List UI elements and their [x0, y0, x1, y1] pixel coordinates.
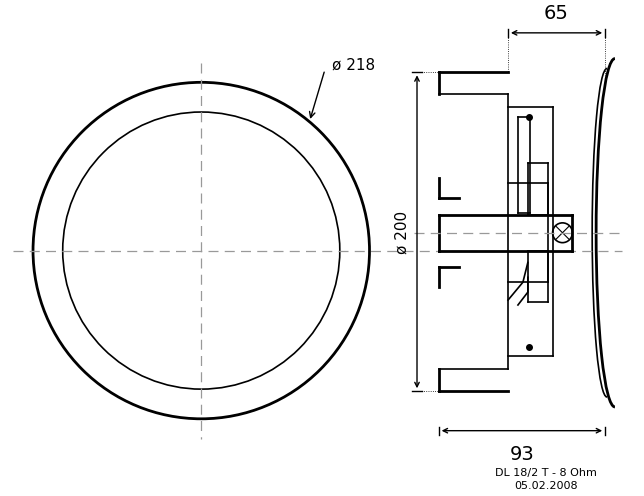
Text: 93: 93	[509, 444, 535, 464]
Text: DL 18/2 T - 8 Ohm: DL 18/2 T - 8 Ohm	[495, 468, 596, 478]
Text: 05.02.2008: 05.02.2008	[514, 481, 578, 491]
Text: ø 200: ø 200	[394, 211, 409, 254]
Text: 65: 65	[544, 4, 569, 23]
Text: ø 218: ø 218	[332, 57, 375, 72]
